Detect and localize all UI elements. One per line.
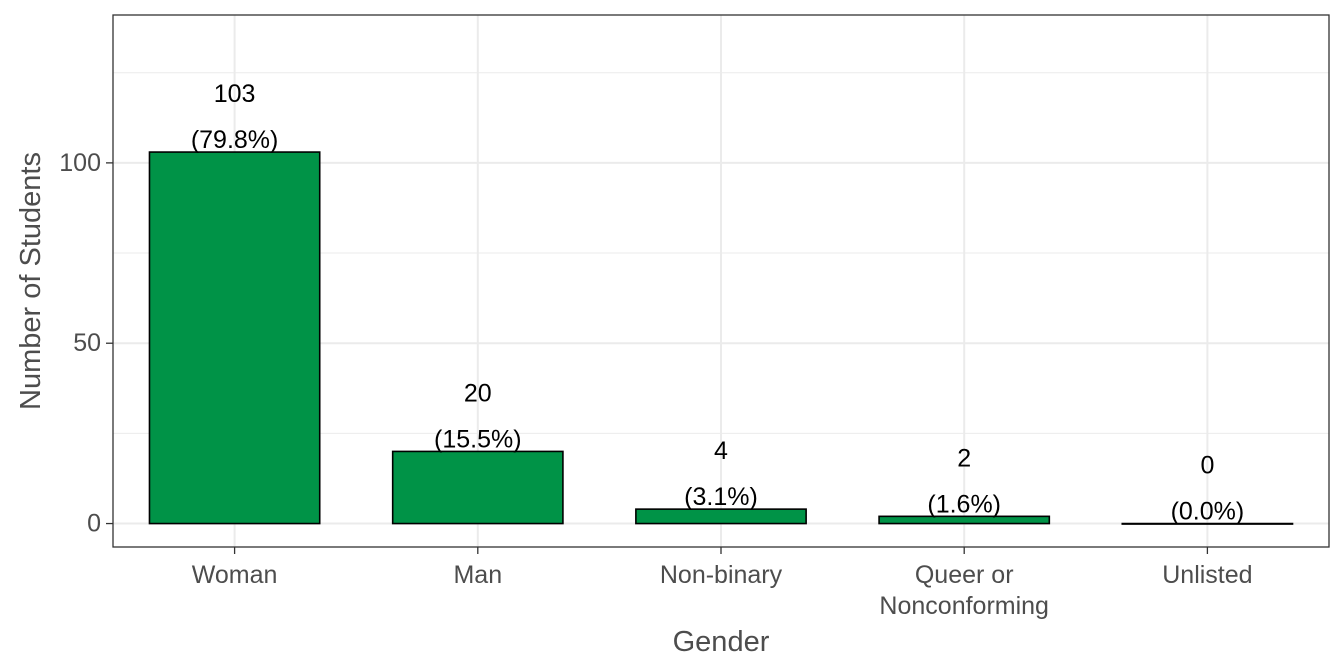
bars: [148, 151, 1294, 525]
x-tick-label: Non-binary: [660, 561, 783, 589]
bar: [1121, 522, 1294, 525]
bar: [878, 515, 1051, 525]
bar: [391, 450, 564, 525]
x-tick-label: Queer or Nonconforming: [879, 561, 1049, 620]
x-tick-label-line: Non-binary: [660, 561, 783, 589]
bar-labels: (79.8%) 103 (15.5%) 20 (3.1%) 4 (1.6%) 2 (0.0%) 0: [191, 80, 1244, 525]
bar-percent-label: (79.8%): [191, 126, 279, 154]
bar-percent-label: (15.5%): [434, 425, 522, 453]
x-tick-label: Man: [453, 561, 502, 589]
bar-percent-label: (3.1%): [684, 483, 758, 511]
y-tick-label: 100: [59, 149, 101, 177]
x-axis: Woman Man Non-binary Queer or Nonconforming U…: [192, 547, 1253, 620]
x-tick-label-line: Woman: [192, 561, 278, 589]
x-tick-label: Unlisted: [1162, 561, 1252, 589]
bar-count-label: 2: [957, 444, 971, 472]
bar-percent-label: (1.6%): [927, 490, 1001, 518]
y-tick-label: 0: [87, 510, 101, 538]
x-tick-label: Woman: [192, 561, 278, 589]
bar: [635, 508, 807, 525]
bar: [148, 151, 321, 525]
x-tick-label-line: Queer or: [915, 561, 1014, 589]
y-tick-label: 50: [73, 329, 101, 357]
bar-count-label: 103: [214, 80, 256, 108]
bar-count-label: 0: [1200, 452, 1214, 480]
y-axis: 0 50 100: [59, 149, 113, 538]
x-tick-label-line: Man: [453, 561, 502, 589]
bar-percent-label: (0.0%): [1171, 498, 1245, 526]
y-axis-title: Number of Students: [15, 152, 47, 410]
x-tick-label-line: Unlisted: [1162, 561, 1252, 589]
x-tick-label-line: Nonconforming: [879, 592, 1049, 620]
bar-count-label: 20: [464, 379, 492, 407]
x-axis-title: Gender: [673, 626, 770, 658]
bar-count-label: 4: [714, 437, 728, 465]
